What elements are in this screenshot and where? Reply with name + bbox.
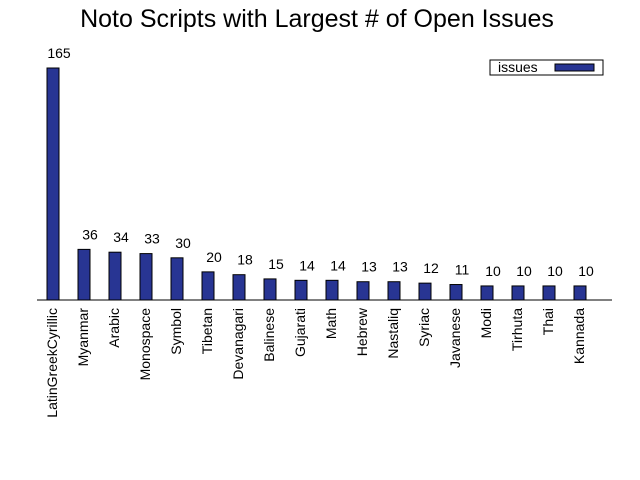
bar-symbol — [170, 257, 184, 301]
value-label: 14 — [299, 257, 315, 273]
value-label: 20 — [206, 249, 222, 265]
value-label: 10 — [485, 263, 501, 279]
category-tick-label: Javanese — [447, 308, 463, 368]
value-label: 36 — [82, 226, 98, 242]
category-tick-label: Arabic — [106, 308, 122, 348]
bar-balinese — [263, 278, 277, 301]
category-tick-label: Gujarati — [292, 308, 308, 357]
value-label: 34 — [113, 229, 129, 245]
category-tick-label: Kannada — [571, 308, 587, 364]
value-label: 18 — [237, 252, 253, 268]
value-label: 15 — [268, 256, 284, 272]
value-label: 13 — [361, 259, 377, 275]
bar-myanmar — [77, 248, 91, 301]
value-label: 12 — [423, 260, 439, 276]
category-tick-label: Thai — [540, 308, 556, 335]
value-label: 10 — [516, 263, 532, 279]
chart-title: Noto Scripts with Largest # of Open Issu… — [80, 5, 554, 33]
legend: issues — [489, 59, 604, 76]
bar-tirhuta — [511, 285, 525, 301]
bars-group — [46, 67, 587, 301]
bar-modi — [480, 285, 494, 301]
value-label: 10 — [578, 263, 594, 279]
category-ticks-group: LatinGreekCyrillic Myanmar Arabic Monospace… — [44, 307, 587, 418]
bar-kannada — [573, 285, 587, 301]
legend-label: issues — [498, 59, 538, 75]
value-label: 165 — [47, 45, 71, 61]
bar-syriac — [418, 282, 432, 301]
category-tick-label: Syriac — [416, 308, 432, 347]
category-tick-label: Modi — [478, 308, 494, 338]
bar-gujarati — [294, 279, 308, 301]
legend-swatch — [554, 63, 595, 72]
bar-nastaliq — [387, 281, 401, 301]
value-label: 10 — [547, 263, 563, 279]
category-tick-label: Symbol — [168, 308, 184, 355]
bar-arabic — [108, 251, 122, 301]
category-tick-label: Hebrew — [354, 307, 370, 356]
category-tick-label: Devanagari — [230, 308, 246, 380]
bar-thai — [542, 285, 556, 301]
category-tick-label: Monospace — [137, 308, 153, 381]
category-tick-label: Balinese — [261, 308, 277, 362]
bar-latingreekcyrillic — [46, 67, 60, 301]
category-tick-label: Myanmar — [75, 308, 91, 367]
bar-monospace — [139, 253, 153, 301]
bar-tibetan — [201, 271, 215, 301]
bar-javanese — [449, 284, 463, 301]
bar-devanagari — [232, 274, 246, 301]
value-label: 11 — [455, 262, 470, 278]
value-label: 14 — [330, 257, 346, 273]
category-tick-label: Tibetan — [199, 308, 215, 354]
value-label: 30 — [175, 235, 191, 251]
category-tick-label: Math — [323, 308, 339, 339]
value-label: 13 — [392, 259, 408, 275]
value-label: 33 — [144, 231, 160, 247]
bar-hebrew — [356, 281, 370, 301]
category-tick-label: Nastaliq — [385, 308, 401, 359]
value-labels-group: 165 36 34 33 30 20 18 15 14 14 13 13 12 11 10 10 10 10 — [47, 45, 594, 279]
category-tick-label: Tirhuta — [509, 308, 525, 351]
category-tick-label: LatinGreekCyrillic — [44, 308, 60, 418]
bar-math — [325, 279, 339, 301]
